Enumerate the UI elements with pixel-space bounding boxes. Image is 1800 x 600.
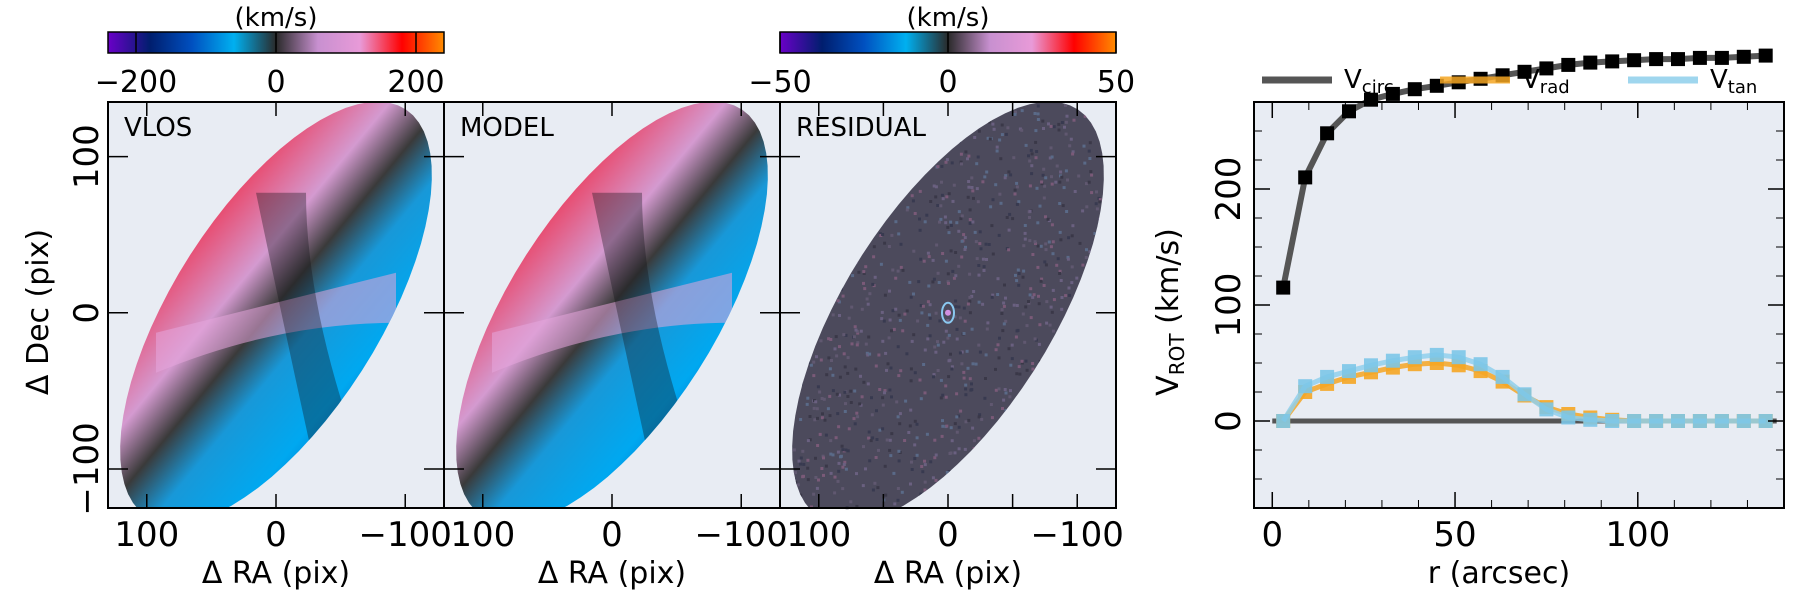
colorbar-2: (km/s) −50 0 50 bbox=[748, 3, 1135, 100]
colorbar-tick-label: 0 bbox=[266, 65, 285, 100]
legend-label: Vtan bbox=[1710, 65, 1757, 98]
legend-entry-circ: Vcirc bbox=[1262, 65, 1394, 98]
colorbar-2-ticks: −50 0 50 bbox=[748, 32, 1135, 100]
data-point bbox=[1276, 280, 1291, 295]
map-xtick-label: 100 bbox=[114, 515, 179, 555]
data-point bbox=[1714, 50, 1729, 65]
data-point bbox=[1385, 353, 1400, 368]
data-point bbox=[1407, 350, 1422, 365]
data-point bbox=[1627, 53, 1642, 68]
map-model: MODEL 100 0 −100 bbox=[443, 101, 788, 555]
colorbar-tick-label: −50 bbox=[748, 65, 811, 100]
data-point bbox=[1451, 350, 1466, 365]
map-panel-label: RESIDUAL bbox=[796, 113, 927, 143]
data-point bbox=[1539, 61, 1554, 76]
x-tick-label: 0 bbox=[1261, 515, 1283, 555]
velocity-maps: VLOS 100 0 −100 MODEL 100 0 −100 RESIDUAL 100 0 −10… bbox=[67, 101, 1124, 555]
data-point bbox=[1649, 414, 1664, 428]
data-point bbox=[1539, 402, 1554, 417]
y-tick-label: 100 bbox=[1209, 273, 1249, 338]
series-tan bbox=[1276, 347, 1773, 428]
data-point bbox=[1736, 49, 1751, 64]
map-panel-label: MODEL bbox=[460, 113, 554, 143]
data-point bbox=[1298, 170, 1313, 185]
data-point bbox=[1671, 52, 1685, 67]
y-tick-label: 0 bbox=[1209, 410, 1249, 432]
data-point bbox=[1320, 126, 1335, 141]
legend-label: Vcirc bbox=[1344, 65, 1394, 98]
data-point bbox=[1671, 414, 1685, 428]
data-point bbox=[1758, 414, 1773, 428]
data-point bbox=[1583, 412, 1598, 427]
colorbar-1-ticks: −200 0 200 bbox=[95, 32, 445, 100]
plot-background bbox=[1254, 102, 1784, 508]
map-residual: RESIDUAL 100 0 −100 bbox=[779, 101, 1124, 555]
data-point bbox=[1342, 364, 1356, 379]
colorbar-1-unit: (km/s) bbox=[235, 3, 318, 33]
colorbar-tick-label: 50 bbox=[1097, 65, 1135, 100]
data-point bbox=[1605, 54, 1620, 69]
data-point bbox=[1605, 414, 1620, 428]
residual-core bbox=[941, 301, 955, 324]
colorbar-1: (km/s) −200 0 200 bbox=[95, 3, 445, 100]
data-point bbox=[1517, 64, 1532, 79]
data-point bbox=[1276, 414, 1291, 428]
colorbar-tick-label: 200 bbox=[387, 65, 444, 100]
data-point bbox=[1385, 86, 1400, 101]
x-tick-label: 50 bbox=[1433, 515, 1476, 555]
data-point bbox=[1320, 369, 1335, 384]
legend-label: Vrad bbox=[1522, 65, 1570, 98]
data-point bbox=[1649, 52, 1664, 67]
rotation-curve: 0 50 100 0 100 200 r (arcsec) VROT (km/s) Vcirc V… bbox=[1151, 48, 1785, 591]
data-point bbox=[1561, 57, 1576, 72]
data-point bbox=[1407, 82, 1422, 97]
map-xtick-label: 100 bbox=[786, 515, 851, 555]
data-point bbox=[1473, 357, 1488, 372]
data-point bbox=[1627, 414, 1642, 428]
data-point bbox=[1342, 104, 1356, 119]
map-ytick-label: −100 bbox=[67, 422, 107, 515]
map-xlabel-3: Δ RA (pix) bbox=[874, 556, 1022, 591]
data-point bbox=[1692, 414, 1707, 428]
data-point bbox=[1298, 379, 1313, 394]
map-xlabel-2: Δ RA (pix) bbox=[538, 556, 686, 591]
legend-entry-rad: Vrad bbox=[1440, 65, 1570, 98]
data-point bbox=[1583, 55, 1598, 70]
data-point bbox=[1429, 347, 1444, 362]
data-point bbox=[1517, 387, 1532, 402]
colorbar-tick-label: −200 bbox=[95, 65, 177, 100]
map-ylabel: Δ Dec (pix) bbox=[21, 229, 56, 395]
map-xtick-label: −100 bbox=[695, 515, 788, 555]
map-xtick-label: −100 bbox=[1031, 515, 1124, 555]
x-tick-label: 100 bbox=[1605, 515, 1670, 555]
legend-entry-tan: Vtan bbox=[1628, 65, 1757, 98]
map-xtick-label: 100 bbox=[450, 515, 515, 555]
map-xtick-label: 0 bbox=[601, 515, 623, 555]
data-point bbox=[1758, 48, 1773, 63]
y-axis-label: VROT (km/s) bbox=[1151, 228, 1189, 396]
map-panel-label: VLOS bbox=[124, 113, 192, 143]
map-ytick-label: 100 bbox=[67, 124, 107, 189]
y-tick-label: 200 bbox=[1209, 157, 1249, 222]
series-circ bbox=[1276, 48, 1773, 295]
data-point bbox=[1692, 50, 1707, 65]
residual-core-dot bbox=[945, 309, 951, 316]
data-point bbox=[1364, 358, 1378, 373]
map-xlabel-1: Δ RA (pix) bbox=[202, 556, 350, 591]
data-point bbox=[1364, 92, 1378, 107]
colorbar-2-unit: (km/s) bbox=[907, 3, 990, 33]
data-point bbox=[1561, 410, 1576, 425]
map-ytick-label: 0 bbox=[67, 302, 107, 324]
map-vlos: VLOS 100 0 −100 bbox=[107, 101, 452, 555]
colorbar-tick-label: 0 bbox=[938, 65, 957, 100]
data-point bbox=[1714, 414, 1729, 428]
data-point bbox=[1736, 414, 1751, 428]
map-xtick-label: 0 bbox=[937, 515, 959, 555]
data-point bbox=[1495, 369, 1510, 384]
map-xtick-label: 0 bbox=[265, 515, 287, 555]
map-xtick-label: −100 bbox=[359, 515, 452, 555]
x-axis-label: r (arcsec) bbox=[1428, 556, 1570, 591]
